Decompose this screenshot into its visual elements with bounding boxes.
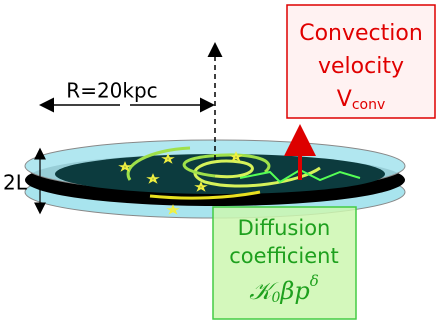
subscript: 0 bbox=[272, 290, 281, 306]
height-label: 2L bbox=[3, 171, 28, 195]
diffusion-line: Diffusion bbox=[238, 216, 331, 240]
superscript: δ bbox=[310, 272, 319, 290]
convection-line: Convection bbox=[299, 21, 423, 46]
symbol: V bbox=[337, 87, 352, 112]
convection-line: velocity bbox=[318, 54, 404, 79]
radius-label: R=20kpc bbox=[66, 79, 157, 103]
diffusion-line: coefficient bbox=[229, 244, 338, 268]
subscript: conv bbox=[352, 97, 385, 113]
diagram: R=20kpc 2L Convection velocity Vconv Dif… bbox=[0, 0, 439, 325]
formula-rest: βp bbox=[279, 277, 309, 305]
diffusion-formula: 𝒦0βpδ bbox=[249, 272, 319, 306]
